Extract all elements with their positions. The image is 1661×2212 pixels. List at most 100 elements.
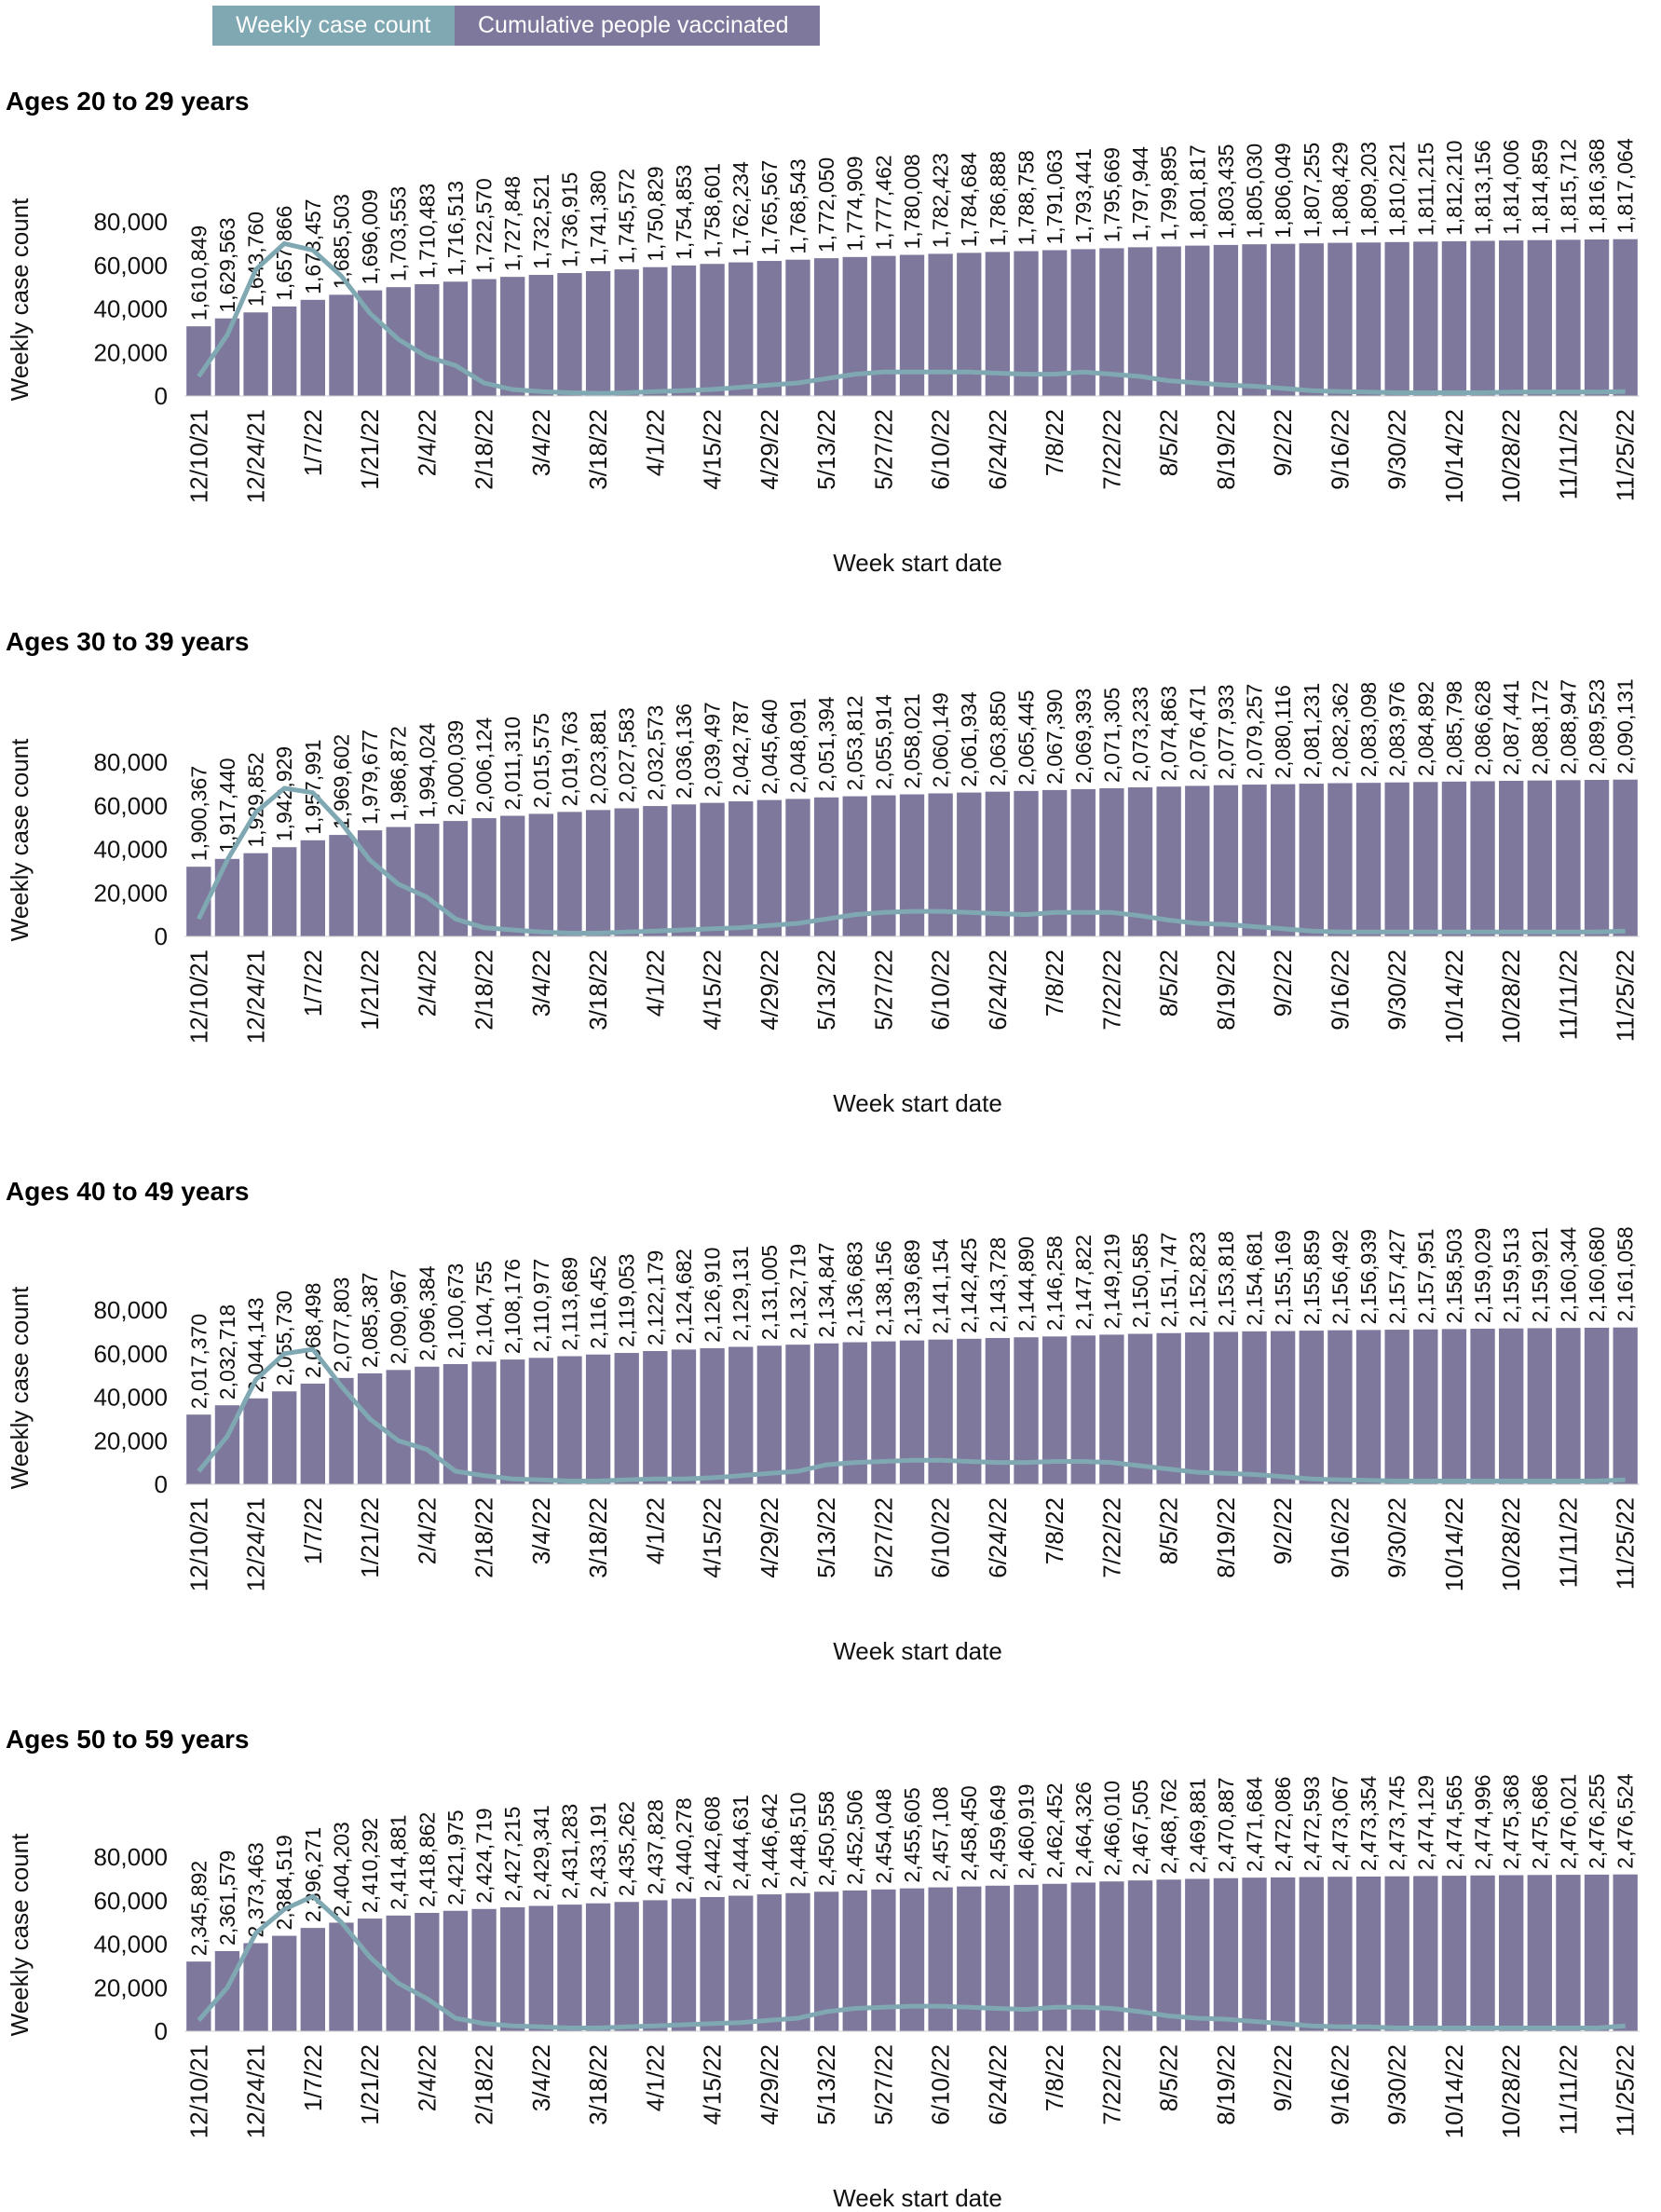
x-tick-label: 12/10/21 [184,2044,212,2138]
bar-data-label: 2,157,427 [1385,1229,1409,1324]
bar-data-label: 1,758,601 [701,163,725,258]
vaccinated-bar [700,1347,725,1484]
x-tick-label: 8/19/22 [1212,1497,1240,1578]
bar-data-label: 2,458,450 [957,1785,981,1880]
bar-data-label: 1,716,513 [443,181,468,276]
bar-data-label: 1,979,677 [358,730,382,825]
bar-data-label: 2,143,728 [986,1237,1010,1332]
bar-data-label: 2,129,131 [728,1246,753,1341]
x-tick-label: 1/21/22 [356,409,384,490]
vaccinated-bar [1613,1874,1638,2031]
vaccinated-bar [614,269,639,396]
x-tick-label: 9/16/22 [1326,2044,1354,2125]
vaccinated-bar [1556,1875,1581,2031]
vaccinated-bar [1299,1331,1324,1484]
x-tick-label: 10/14/22 [1440,949,1468,1044]
bar-data-label: 2,373,463 [244,1842,268,1937]
x-tick-label: 11/25/22 [1612,949,1640,1042]
x-tick-label: 7/8/22 [1041,409,1069,476]
bar-data-label: 2,113,689 [557,1257,581,1351]
bar-data-label: 1,782,423 [929,153,953,248]
bar-data-label: 1,814,859 [1528,139,1552,234]
y-tick-label: 40,000 [93,1384,168,1412]
vaccinated-bar [528,1905,554,2031]
x-tick-label: 8/19/22 [1212,409,1240,490]
vaccinated-bar [1584,1874,1610,2031]
bar-data-label: 1,793,441 [1071,148,1096,243]
bar-data-label: 2,474,565 [1442,1775,1466,1870]
x-tick-label: 8/5/22 [1155,2044,1183,2111]
bar-data-label: 2,156,492 [1327,1229,1352,1324]
bar-data-label: 2,019,763 [557,711,581,806]
bar-data-label: 2,414,881 [387,1814,411,1909]
x-tick-label: 9/30/22 [1383,409,1411,490]
bar-data-label: 2,476,021 [1556,1774,1580,1869]
x-tick-label: 6/10/22 [927,2044,955,2125]
y-tick-label: 20,000 [93,879,168,907]
bar-data-label: 2,424,719 [472,1808,497,1903]
vaccinated-bar [756,799,783,936]
bar-data-label: 1,732,521 [529,174,553,269]
bar-data-label: 2,110,977 [529,1259,553,1353]
bar-data-label: 1,629,563 [215,217,239,312]
x-tick-label: 1/7/22 [299,2044,327,2111]
vaccinated-bar [1441,240,1467,396]
vaccinated-bar [728,801,754,936]
vaccinated-bar [728,1346,754,1484]
x-tick-label: 1/21/22 [356,1497,384,1578]
vaccinated-bar [1299,243,1324,396]
x-tick-label: 11/25/22 [1612,2044,1640,2137]
bar-data-label: 1,777,462 [871,155,895,250]
bar-data-label: 1,762,234 [728,161,753,257]
vaccinated-bar [756,261,783,396]
vaccinated-bar [1384,782,1409,936]
x-tick-label: 3/18/22 [584,949,612,1031]
vaccinated-bar [415,284,440,396]
vaccinated-bar [785,259,810,396]
x-tick-label: 3/4/22 [527,409,555,476]
bar-data-label: 2,159,029 [1471,1228,1495,1323]
bar-data-label: 2,089,523 [1585,679,1609,774]
bar-data-label: 2,060,149 [929,692,953,787]
x-tick-label: 9/30/22 [1383,1497,1411,1578]
vaccinated-bar [415,1366,440,1484]
vaccinated-bar [785,1892,810,2031]
x-tick-label: 4/1/22 [641,409,669,476]
bar-data-label: 2,085,798 [1442,681,1466,776]
vaccinated-bar [785,799,810,936]
bar-data-label: 2,077,803 [329,1277,353,1372]
vaccinated-bar [1413,782,1438,936]
bar-data-label: 2,404,203 [329,1822,353,1917]
vaccinated-bar [1499,1328,1524,1484]
bar-data-label: 1,813,156 [1471,140,1495,235]
vaccinated-bar [614,808,639,936]
x-tick-label: 6/24/22 [984,1497,1012,1578]
bar-data-label: 2,437,828 [643,1799,667,1894]
y-axis-title: Weekly case count [6,1286,34,1490]
bar-data-label: 2,150,585 [1128,1233,1152,1328]
bar-data-label: 2,156,939 [1356,1229,1381,1324]
y-axis-title: Weekly case count [6,198,34,402]
bar-data-label: 2,061,934 [957,691,981,787]
bar-data-label: 2,161,058 [1613,1226,1638,1321]
weekly-case-line [197,240,1626,396]
bar-data-label: 2,027,583 [615,707,639,802]
x-tick-label: 6/10/22 [927,1497,955,1578]
bar-data-label: 2,139,689 [900,1239,924,1334]
bar-data-label: 2,124,682 [672,1249,696,1344]
vaccinated-bar [1355,1876,1382,2031]
bar-data-label: 2,454,048 [871,1788,895,1883]
y-tick-label: 60,000 [93,1887,168,1915]
bar-data-label: 2,452,506 [843,1790,867,1885]
bar-data-label: 2,147,822 [1071,1235,1096,1330]
vaccinated-bar [1156,246,1181,396]
bar-data-label: 2,063,850 [986,690,1010,785]
x-tick-label: 6/24/22 [984,2044,1012,2125]
bar-data-label: 2,039,497 [701,702,725,797]
bar-data-label: 2,051,394 [814,696,838,792]
bar-data-label: 1,806,049 [1271,143,1295,238]
bar-data-label: 1,957,991 [301,739,325,834]
bar-data-label: 2,427,215 [500,1807,524,1902]
bar-data-label: 1,809,203 [1356,142,1381,237]
bar-data-label: 1,791,063 [1042,149,1067,244]
